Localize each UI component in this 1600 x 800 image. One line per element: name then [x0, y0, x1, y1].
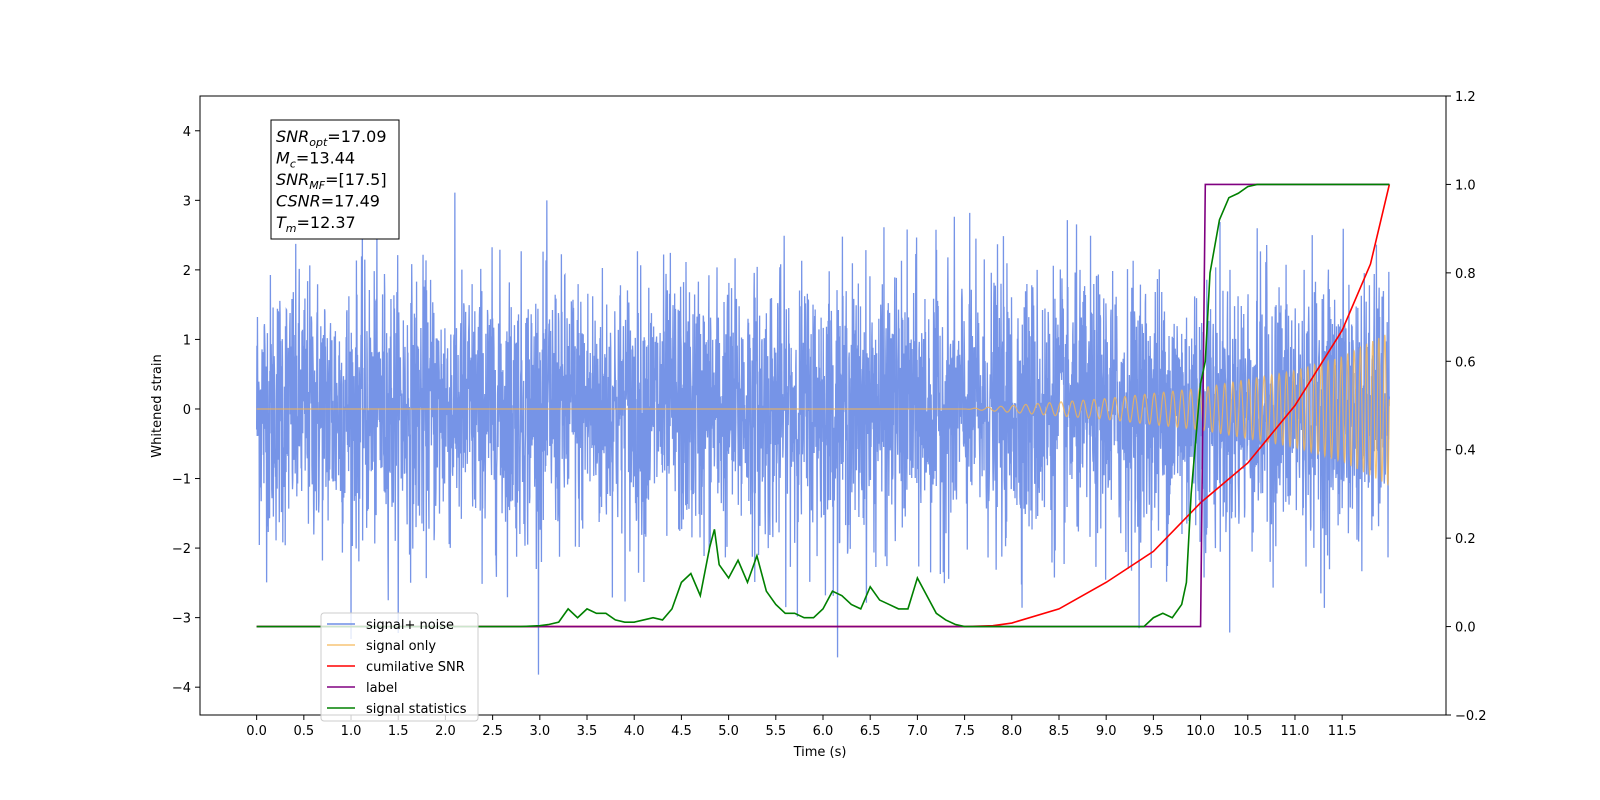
x-tick-label: 6.0	[813, 724, 834, 739]
legend-label: signal only	[366, 639, 436, 654]
legend-label: label	[366, 681, 397, 696]
y-tick-label: −1	[172, 473, 191, 488]
y2-tick-label: 0.2	[1455, 532, 1476, 547]
y-axis-right: 1.2 1.0 0.8 0.6 0.4 0.2 0.0 −0.2	[1446, 90, 1487, 724]
y-axis-label: Whitened strain	[150, 354, 165, 457]
x-tick-label: 0.5	[293, 724, 314, 739]
annotation-line: CSNR=17.49	[276, 192, 380, 211]
y2-tick-label: −0.2	[1455, 709, 1487, 724]
y-tick-label: −3	[172, 612, 191, 627]
x-tick-label: 5.5	[765, 724, 786, 739]
x-tick-label: 11.5	[1328, 724, 1357, 739]
series-cumilative-snr	[256, 184, 1391, 628]
y-tick-label: 1	[183, 333, 191, 348]
x-axis: 0.0 0.5 1.0 1.5 2.0 2.5 3.0 3.5 4.0 4.5 5.0 5.5 6.0 6…	[246, 715, 1357, 739]
y-tick-label: 0	[183, 403, 191, 418]
x-tick-label: 2.5	[482, 724, 503, 739]
legend-label: signal+ noise	[366, 618, 454, 633]
y2-tick-label: 0.4	[1455, 444, 1476, 459]
x-tick-label: 1.5	[388, 724, 409, 739]
series-layer	[255, 183, 1391, 675]
x-tick-label: 9.0	[1096, 724, 1117, 739]
y-axis-left: 4 3 2 1 0 −1 −2 −3 −4	[172, 125, 200, 696]
x-tick-label: 0.0	[246, 724, 267, 739]
y2-tick-label: 1.2	[1455, 90, 1476, 105]
x-tick-label: 4.5	[671, 724, 692, 739]
series-signal-only	[256, 334, 1390, 487]
y2-tick-label: 0.8	[1455, 267, 1476, 282]
annotation-line: Tm=12.37	[276, 213, 356, 235]
x-tick-label: 8.5	[1049, 724, 1070, 739]
legend-frame	[320, 612, 479, 722]
x-tick-label: 10.0	[1186, 724, 1215, 739]
y-tick-label: 2	[183, 264, 191, 279]
x-tick-label: 7.0	[907, 724, 928, 739]
y2-tick-label: 1.0	[1455, 178, 1476, 193]
y2-tick-label: 0.6	[1455, 355, 1476, 370]
x-tick-label: 6.5	[860, 724, 881, 739]
y-tick-label: −4	[172, 681, 191, 696]
legend-label: signal statistics	[366, 702, 467, 717]
y2-tick-label: 0.0	[1455, 621, 1476, 636]
x-tick-label: 11.0	[1280, 724, 1309, 739]
annotation-line: SNRopt=17.09	[276, 127, 387, 149]
x-tick-label: 10.5	[1233, 724, 1262, 739]
annotation-box: SNRopt=17.09Mc=13.44SNRMF=[17.5]CSNR=17.…	[270, 119, 400, 240]
annotation-line: Mc=13.44	[276, 149, 355, 171]
series-signal-noise	[255, 192, 1391, 675]
series-signal-statistics	[256, 183, 1390, 628]
y-tick-label: 3	[183, 194, 191, 209]
annotation-line: SNRMF=[17.5]	[276, 170, 387, 192]
x-tick-label: 2.0	[435, 724, 456, 739]
x-tick-label: 5.0	[718, 724, 739, 739]
x-tick-label: 7.5	[954, 724, 975, 739]
x-tick-label: 9.5	[1143, 724, 1164, 739]
x-tick-label: 3.0	[529, 724, 550, 739]
y-tick-label: 4	[183, 125, 191, 140]
legend-label: cumilative SNR	[366, 660, 465, 675]
x-tick-label: 4.0	[624, 724, 645, 739]
legend: signal+ noise signal only cumilative SNR la…	[320, 612, 479, 722]
x-tick-label: 1.0	[341, 724, 362, 739]
x-tick-label: 3.5	[577, 724, 598, 739]
x-axis-label: Time (s)	[793, 745, 847, 760]
x-tick-label: 8.0	[1001, 724, 1022, 739]
annotation-frame	[270, 119, 400, 240]
y-tick-label: −2	[172, 542, 191, 557]
